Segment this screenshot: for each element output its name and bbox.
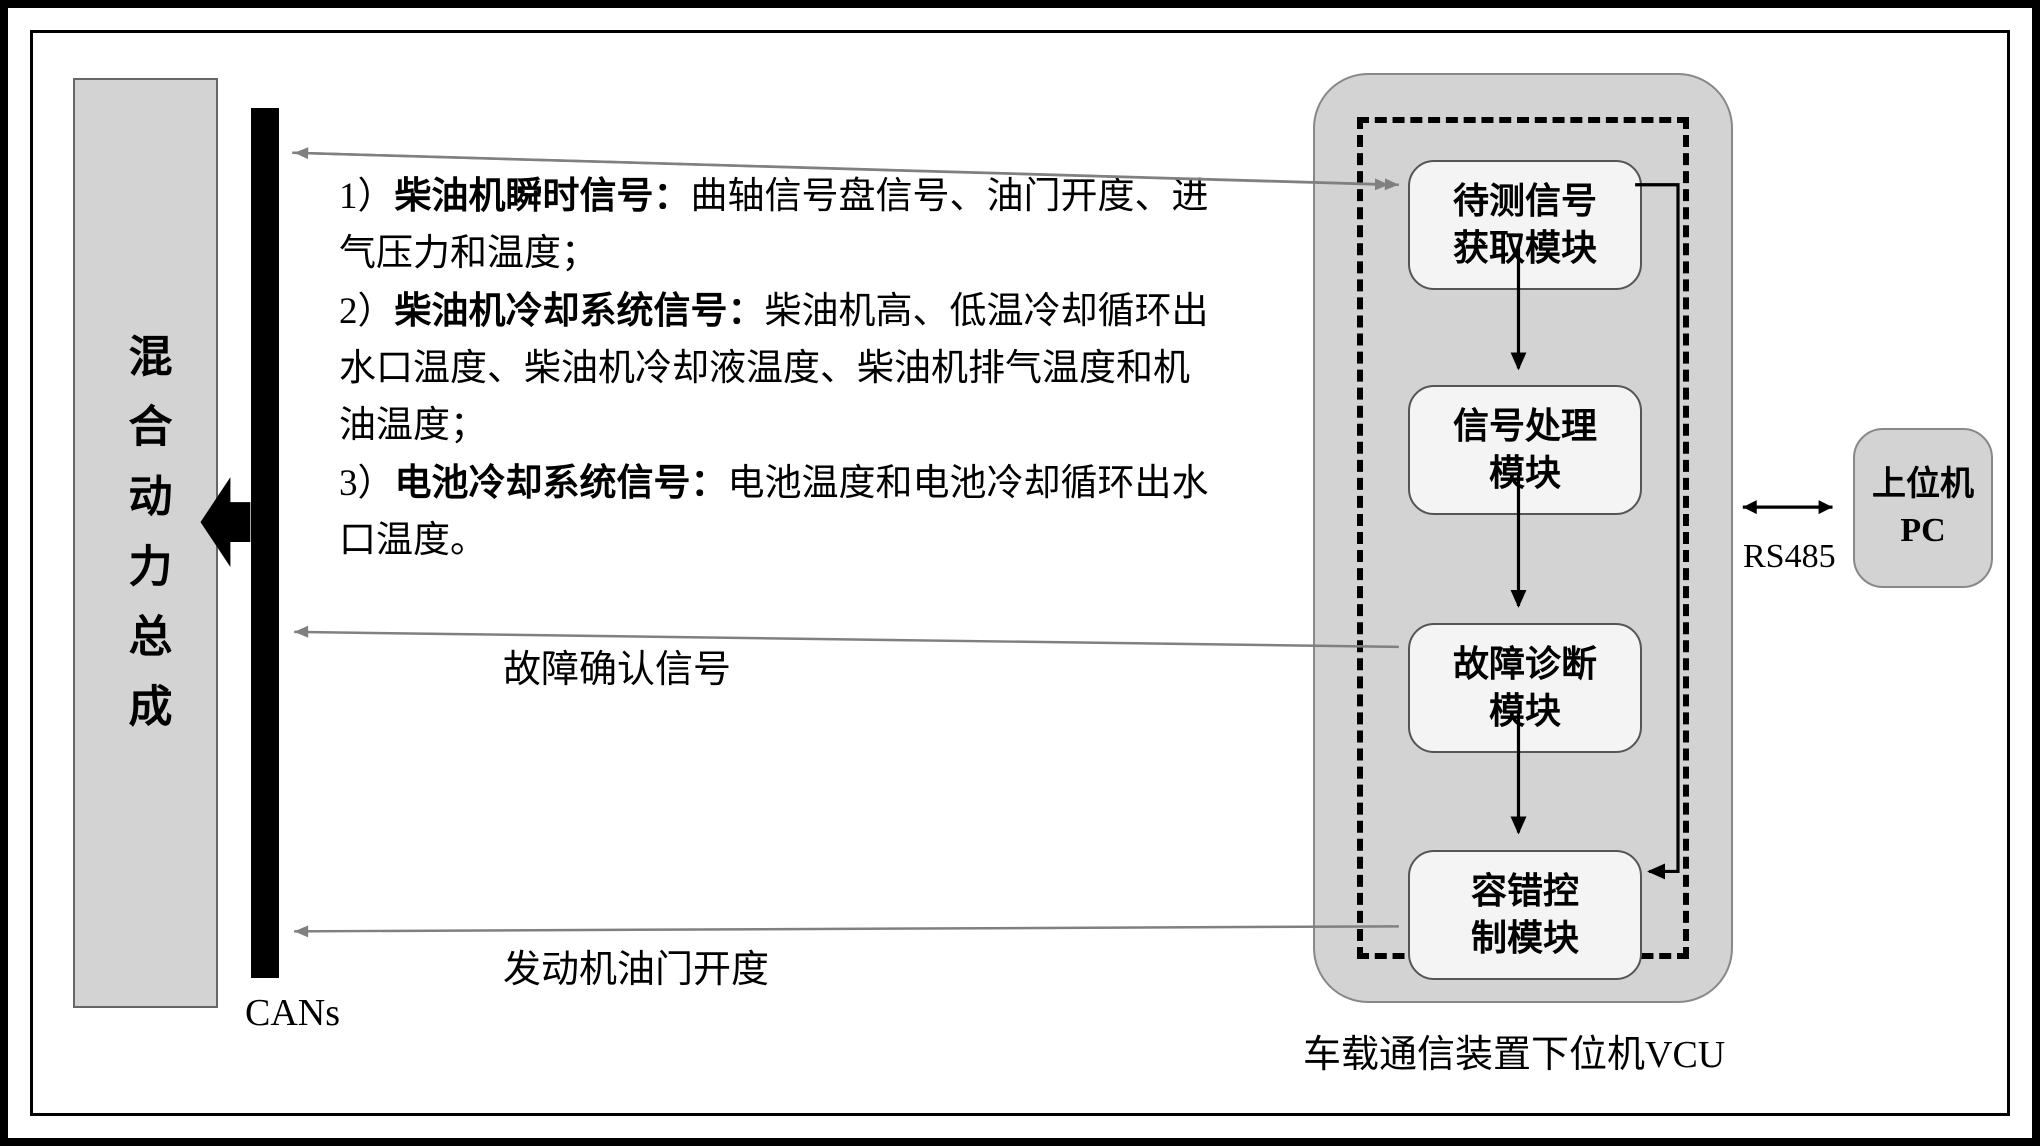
module-fault-diagnosis: 故障诊断 模块 [1408,623,1642,753]
module-signal-acquisition: 待测信号 获取模块 [1408,160,1642,290]
edge-m4-to-bus [294,925,1399,937]
can-bus-bar [251,108,279,978]
m3-line2: 模块 [1489,691,1561,731]
vcu-container: 待测信号 获取模块 信号处理 模块 故障诊断 模块 [1313,73,1733,1003]
edge-vcu-pc [1743,500,1833,514]
m2-line1: 信号处理 [1453,406,1597,446]
diagram-canvas: 混合动力总成 CANs 1）柴油机瞬时信号：曲轴信号盘信号、油门开度、进气压力和… [33,33,2007,1113]
m1-line2: 获取模块 [1453,228,1597,268]
module-fault-tolerant-control: 容错控 制模块 [1408,850,1642,980]
engine-throttle-label: 发动机油门开度 [503,938,769,993]
signal-description: 1）柴油机瞬时信号：曲轴信号盘信号、油门开度、进气压力和温度； 2）柴油机冷却系… [339,168,1219,569]
inner-frame: 混合动力总成 CANs 1）柴油机瞬时信号：曲轴信号盘信号、油门开度、进气压力和… [30,30,2010,1116]
vcu-label: 车载通信装置下位机VCU [1303,1023,1725,1078]
rs485-label: RS485 [1743,538,1836,576]
m4-line2: 制模块 [1471,918,1579,958]
sig2-bold: 柴油机冷却系统信号： [395,291,765,332]
fault-confirm-label: 故障确认信号 [503,638,731,693]
pc-line2: PC [1900,508,1945,554]
m3-line1: 故障诊断 [1453,644,1597,684]
edge-m3-to-bus [294,626,1399,647]
can-bus-label: CANs [245,991,340,1035]
outer-frame: 混合动力总成 CANs 1）柴油机瞬时信号：曲轴信号盘信号、油门开度、进气压力和… [0,0,2040,1146]
module-signal-processing: 信号处理 模块 [1408,385,1642,515]
m2-line2: 模块 [1489,453,1561,493]
sig3-prefix: 3） [339,463,395,504]
pc-line1: 上位机 [1872,462,1974,508]
m1-line1: 待测信号 [1453,181,1597,221]
sig2-prefix: 2） [339,291,395,332]
host-pc-box: 上位机 PC [1853,428,1993,588]
sig1-bold: 柴油机瞬时信号： [395,176,691,217]
hybrid-powertrain-box: 混合动力总成 [73,78,218,1008]
sig3-bold: 电池冷却系统信号： [395,463,728,504]
sig1-prefix: 1） [339,176,395,217]
m4-line1: 容错控 [1471,871,1579,911]
hybrid-powertrain-label: 混合动力总成 [114,333,178,753]
